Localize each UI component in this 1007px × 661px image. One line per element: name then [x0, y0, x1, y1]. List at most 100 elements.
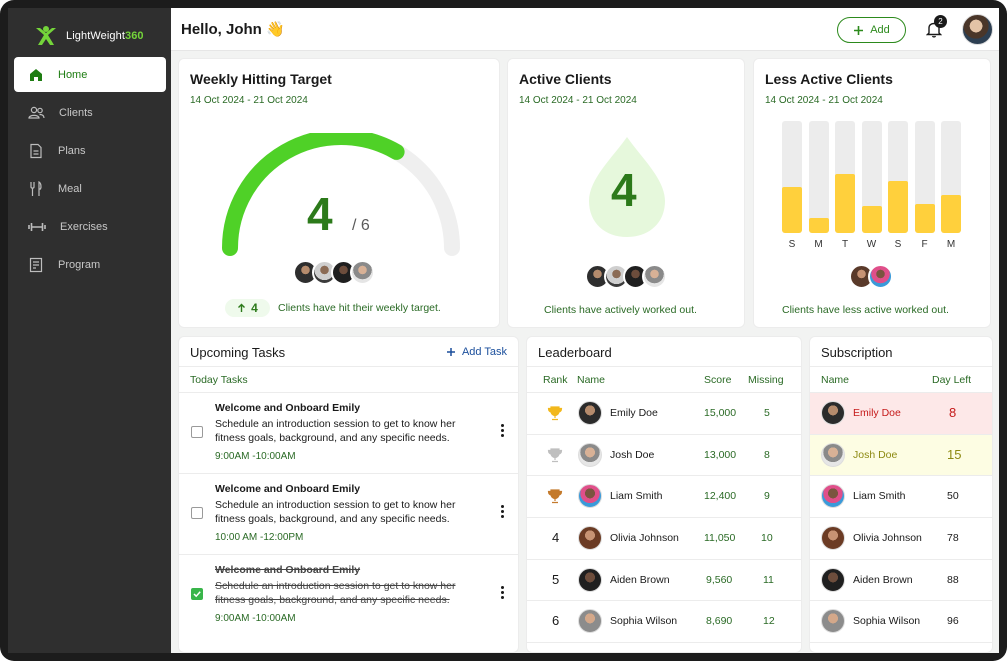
table-row[interactable]: 4 Olivia Johnson 11,050 10: [527, 518, 801, 560]
sidebar-item-plans[interactable]: Plans: [14, 133, 166, 168]
subscriber-name: Emily Doe: [853, 407, 901, 419]
avatar: [350, 260, 375, 285]
day-label: S: [894, 239, 902, 250]
task-item[interactable]: Welcome and Onboard Emily Schedule an in…: [179, 473, 518, 554]
task-item[interactable]: Welcome and Onboard Emily Schedule an in…: [179, 392, 518, 473]
table-row[interactable]: 6 Sophia Wilson 8,690 12: [527, 601, 801, 644]
gauge-track: [222, 133, 460, 256]
table-row[interactable]: Emily Doe 8: [810, 393, 992, 435]
sidebar-item-label: Meal: [58, 182, 82, 195]
task-checkbox[interactable]: [191, 588, 203, 600]
task-time: 9:00AM -10:00AM: [215, 451, 296, 462]
player-score: 12,400: [704, 490, 737, 503]
section-label: Today Tasks: [190, 374, 248, 386]
more-options-icon[interactable]: [501, 505, 504, 518]
avatar: [578, 567, 602, 592]
task-description: Schedule an introduction session to get …: [215, 418, 456, 444]
table-row[interactable]: Liam Smith 50: [810, 476, 992, 519]
less-active-clients-card: Less Active Clients 14 Oct 2024 - 21 Oct…: [753, 58, 991, 328]
days-left: 78: [947, 532, 959, 545]
client-avatars: [849, 264, 893, 289]
more-options-icon[interactable]: [501, 424, 504, 437]
add-task-button[interactable]: Add Task: [446, 346, 507, 358]
avatar: [821, 401, 845, 425]
sidebar-item-label: Plans: [58, 144, 86, 157]
sidebar-item-exercises[interactable]: Exercises: [14, 209, 166, 244]
add-button[interactable]: Add: [837, 17, 906, 43]
bar-track: [835, 121, 855, 233]
player-missing: 9: [764, 490, 770, 503]
player-rank: 4: [552, 530, 560, 546]
day-label: M: [814, 239, 823, 250]
table-row[interactable]: 5 Aiden Brown 9,560 11: [527, 560, 801, 602]
silver-trophy-icon: [547, 448, 563, 462]
date-range: 14 Oct 2024 - 21 Oct 2024: [190, 95, 308, 106]
avatar: [821, 567, 845, 592]
column-header-rank: Rank: [543, 374, 568, 386]
gold-trophy-icon: [547, 406, 563, 421]
weekly-gauge: [222, 133, 460, 256]
leaderboard-panel: Leaderboard Rank Name Score Missing Emil…: [526, 336, 802, 653]
sidebar-item-label: Clients: [59, 106, 93, 119]
avatar: [821, 609, 845, 634]
gauge-progress: [222, 133, 405, 256]
table-row[interactable]: Josh Doe 15: [810, 434, 992, 477]
task-checkbox[interactable]: [191, 426, 203, 438]
active-count: 4: [611, 164, 637, 216]
panel-header: Subscription: [810, 337, 992, 367]
logo-icon: [36, 26, 56, 45]
table-row[interactable]: Liam Smith 12,400 9: [527, 476, 801, 519]
task-list: Welcome and Onboard Emily Schedule an in…: [179, 392, 518, 635]
subscriber-name: Sophia Wilson: [853, 615, 921, 628]
top-bar: Hello, John 👋 Add 2: [171, 8, 999, 51]
avatar: [578, 484, 602, 509]
bar-track: [941, 121, 961, 233]
sidebar-item-home[interactable]: Home: [14, 57, 166, 92]
panel-header: Leaderboard: [527, 337, 801, 367]
player-score: 13,000: [704, 448, 737, 461]
table-row[interactable]: Emily Doe 15,000 5: [527, 393, 801, 435]
avatar: [642, 264, 667, 289]
table-header: Rank Name Score Missing: [527, 367, 801, 393]
avatar: [578, 401, 602, 425]
task-time: 10:00 AM -12:00PM: [215, 532, 304, 543]
bar-track: [914, 121, 935, 233]
table-row[interactable]: Olivia Johnson 78: [810, 518, 992, 560]
card-title: Weekly Hitting Target: [190, 71, 332, 87]
bar-track: [782, 121, 802, 233]
table-row[interactable]: Sophia Wilson 96: [810, 601, 992, 644]
active-clients-card: Active Clients 14 Oct 2024 - 21 Oct 2024…: [507, 58, 745, 328]
player-rank: 6: [552, 613, 560, 629]
bar-fill: [941, 194, 961, 233]
player-name: Emily Doe: [610, 407, 658, 419]
add-button-label: Add: [870, 24, 890, 36]
more-options-icon[interactable]: [501, 586, 504, 599]
sidebar-item-clients[interactable]: Clients: [14, 95, 166, 130]
days-left: 50: [947, 490, 959, 503]
column-header-score: Score: [704, 374, 732, 386]
table-row[interactable]: Aiden Brown 88: [810, 560, 992, 602]
weekly-activity-bars: [782, 121, 962, 233]
column-header-days-left: Day Left: [932, 374, 972, 386]
task-checkbox[interactable]: [191, 507, 203, 519]
player-missing: 8: [764, 448, 770, 461]
active-note: Clients have actively worked out.: [544, 304, 697, 316]
column-header-name: Name: [821, 374, 850, 386]
check-icon: [193, 591, 201, 598]
task-time: 9:00AM -10:00AM: [215, 613, 296, 624]
avatar: [578, 442, 602, 467]
table-row[interactable]: Josh Doe 13,000 8: [527, 435, 801, 477]
sidebar-item-program[interactable]: Program: [14, 247, 166, 282]
sidebar: LightWeight360 Home Clients Plans Meal E…: [8, 8, 171, 653]
player-name: Olivia Johnson: [610, 532, 679, 545]
brand-logo[interactable]: LightWeight360: [34, 24, 144, 48]
bar-fill: [888, 181, 908, 233]
subscription-rows: Emily Doe 8 Josh Doe 15 Liam Smith 50 Ol…: [810, 393, 992, 644]
task-title: Welcome and Onboard Emily: [215, 564, 361, 576]
player-missing: 11: [763, 573, 774, 586]
bronze-trophy-icon: [547, 489, 563, 504]
user-avatar[interactable]: [962, 14, 993, 45]
bar-fill: [914, 203, 935, 233]
sidebar-item-meal[interactable]: Meal: [14, 171, 166, 206]
task-item[interactable]: Welcome and Onboard Emily Schedule an in…: [179, 554, 518, 635]
